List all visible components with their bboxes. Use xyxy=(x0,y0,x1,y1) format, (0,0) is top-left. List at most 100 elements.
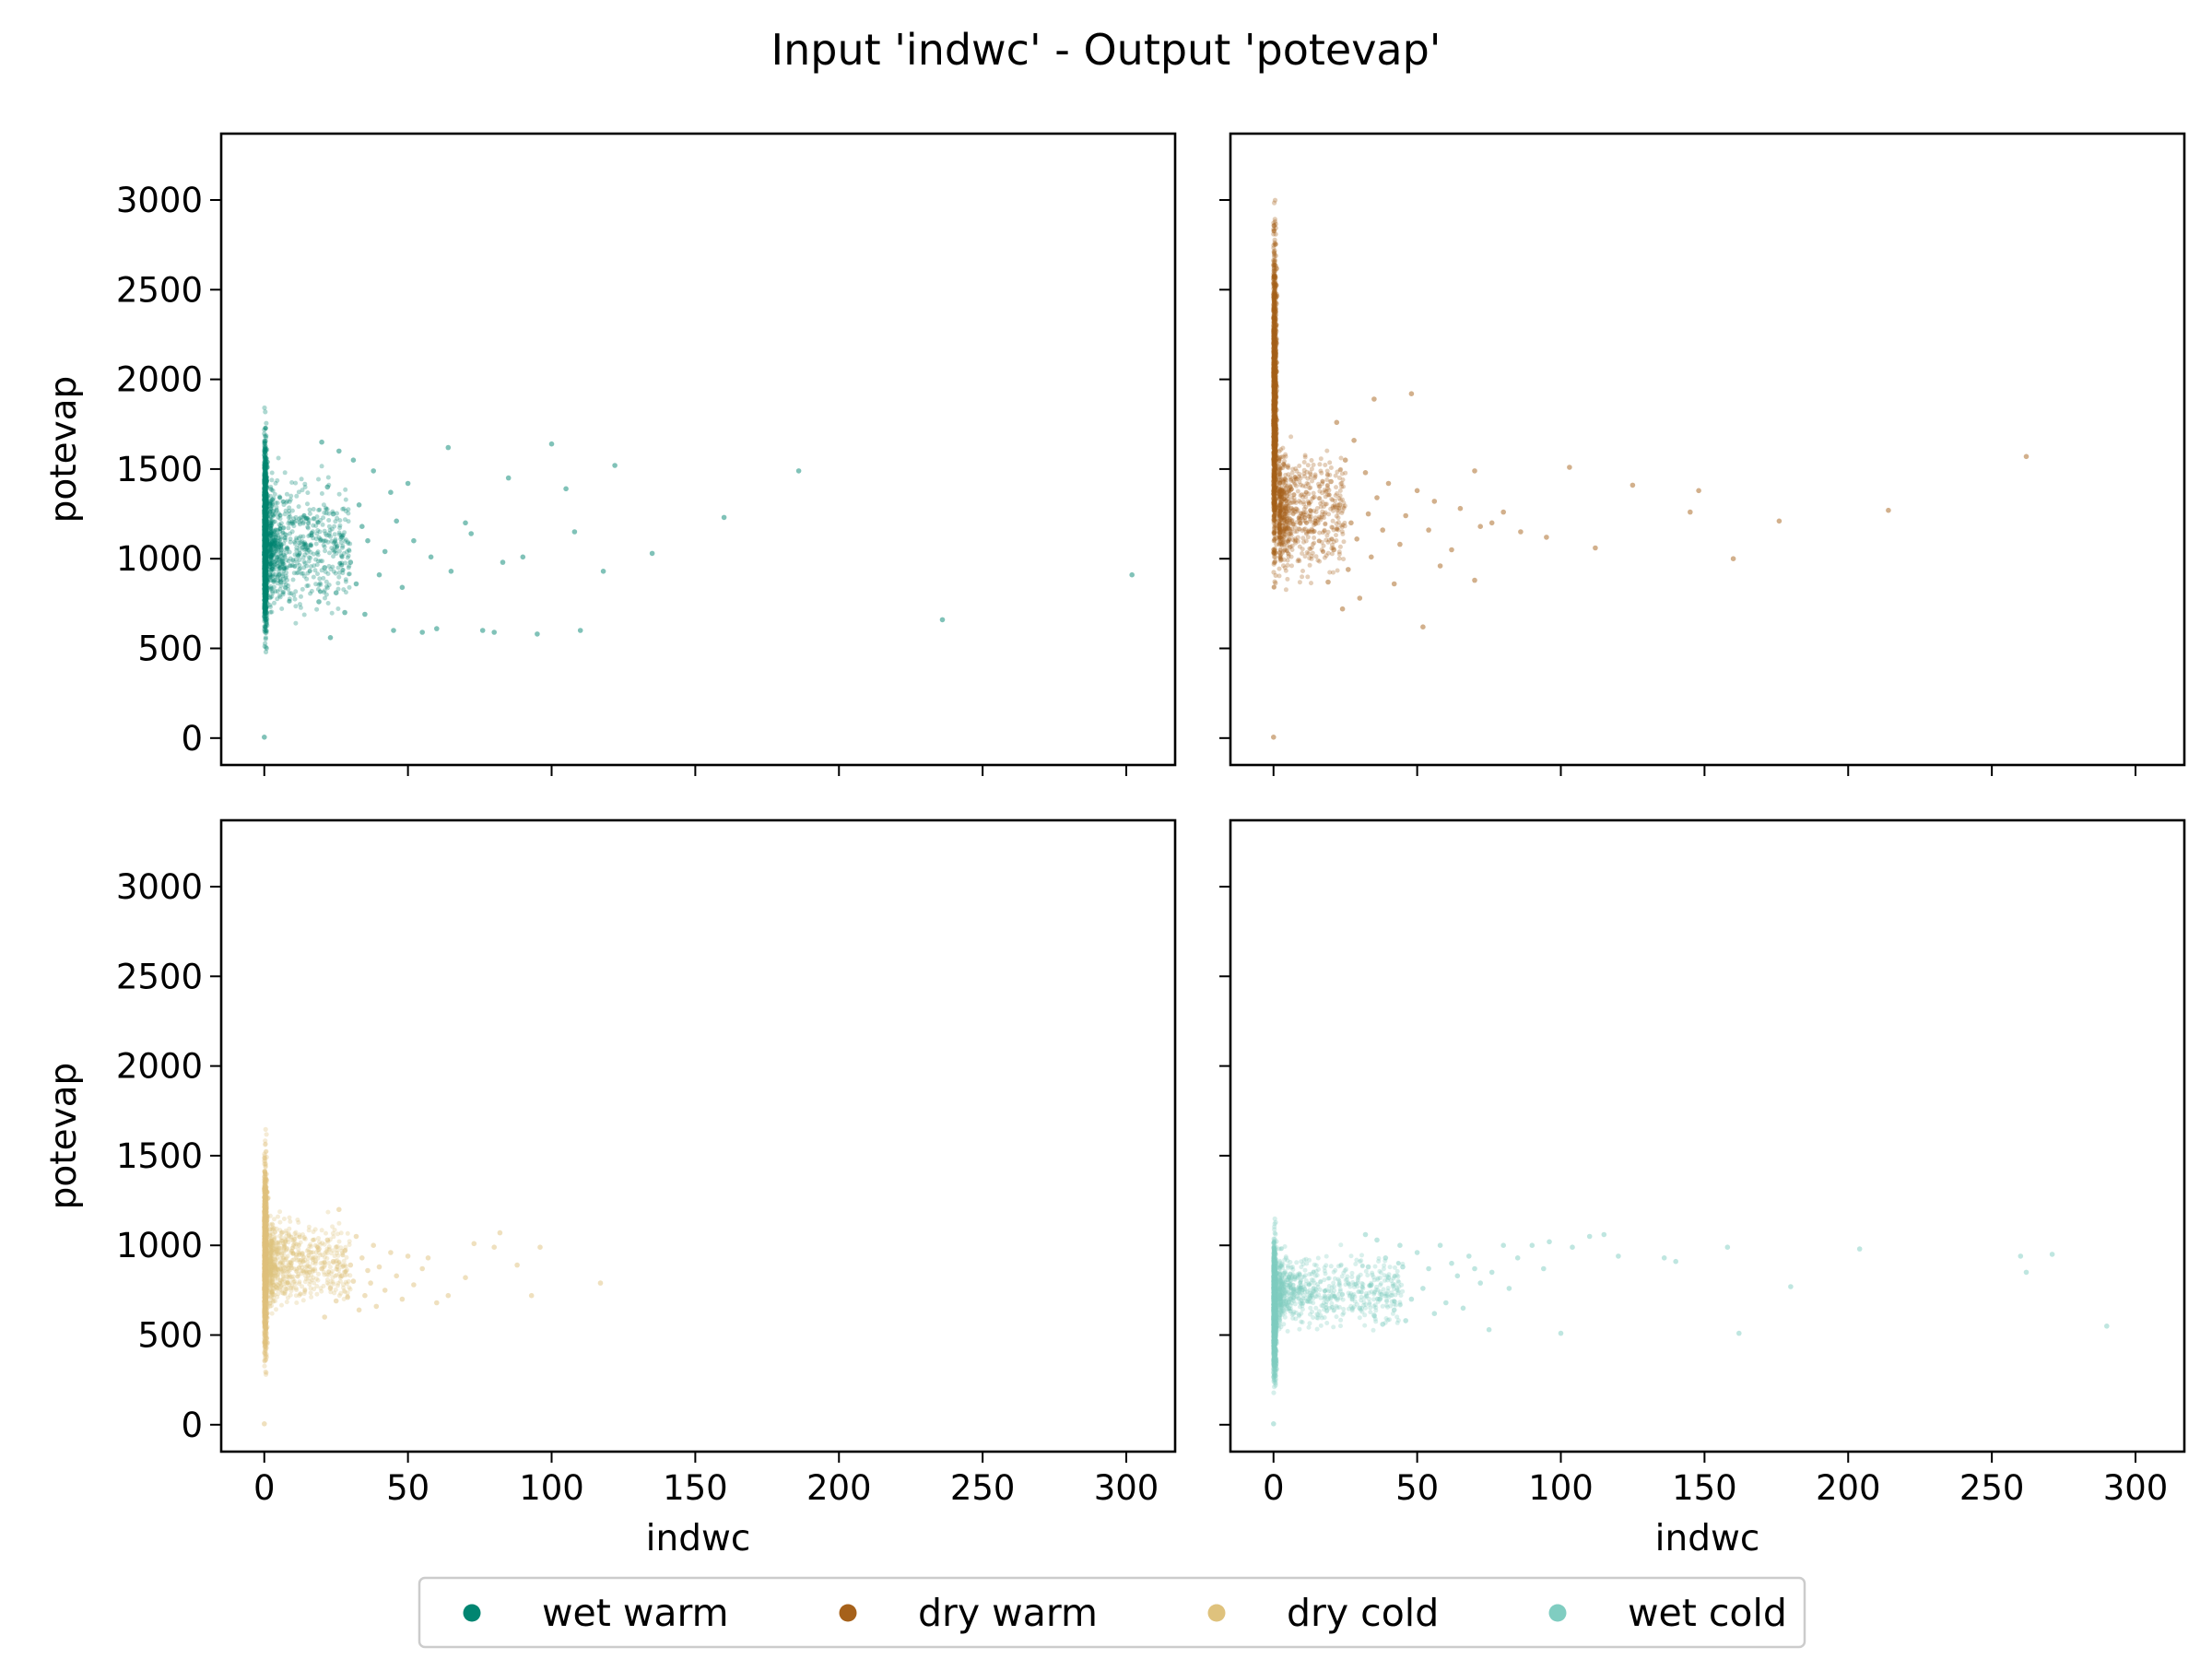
point xyxy=(268,560,274,566)
point xyxy=(1271,304,1277,310)
point xyxy=(284,558,289,563)
point xyxy=(1274,477,1279,483)
point xyxy=(1308,529,1313,535)
point xyxy=(1272,448,1277,453)
point xyxy=(1271,449,1277,454)
point xyxy=(1271,328,1277,334)
point xyxy=(1272,468,1277,474)
point xyxy=(262,615,267,621)
point xyxy=(1308,547,1313,552)
point xyxy=(262,1290,267,1296)
point xyxy=(1335,520,1341,525)
point xyxy=(262,1182,267,1188)
point xyxy=(1273,394,1278,399)
point xyxy=(262,1221,267,1227)
point xyxy=(265,539,270,545)
point xyxy=(283,508,288,513)
point xyxy=(303,516,309,521)
point xyxy=(263,447,268,453)
point xyxy=(1272,406,1277,412)
point xyxy=(1271,442,1277,448)
point xyxy=(262,582,267,588)
point xyxy=(1272,429,1278,435)
point xyxy=(264,456,269,462)
point xyxy=(263,573,269,579)
point xyxy=(263,505,268,512)
point xyxy=(1273,313,1278,319)
point xyxy=(263,472,268,477)
point xyxy=(323,569,328,574)
point xyxy=(1273,392,1278,397)
point xyxy=(1288,487,1294,492)
point xyxy=(1272,390,1277,396)
point xyxy=(330,511,336,517)
point xyxy=(264,533,269,538)
point xyxy=(1272,455,1277,461)
point xyxy=(298,566,303,571)
point xyxy=(297,551,302,557)
point xyxy=(262,433,268,439)
point xyxy=(263,1258,268,1264)
point xyxy=(263,474,268,479)
point xyxy=(263,623,268,629)
point xyxy=(1274,429,1279,435)
point xyxy=(263,522,268,527)
point xyxy=(286,521,291,526)
point xyxy=(262,547,267,553)
point xyxy=(263,511,268,516)
point xyxy=(1309,509,1314,514)
point xyxy=(263,1126,268,1132)
point xyxy=(276,537,282,543)
point xyxy=(264,485,269,490)
point xyxy=(1271,442,1277,448)
point xyxy=(263,502,268,509)
point xyxy=(1272,392,1278,398)
point xyxy=(305,520,311,525)
point xyxy=(1272,509,1277,514)
point xyxy=(1283,511,1288,516)
point xyxy=(1272,466,1277,473)
point xyxy=(1273,370,1278,375)
point xyxy=(1272,240,1277,245)
point xyxy=(264,1214,269,1220)
point xyxy=(263,539,268,545)
point xyxy=(1271,329,1277,335)
point xyxy=(314,606,320,612)
point xyxy=(1271,448,1277,453)
point xyxy=(1300,551,1305,556)
point xyxy=(1277,503,1283,509)
point xyxy=(1272,384,1277,390)
point xyxy=(264,532,270,537)
point xyxy=(1272,466,1277,472)
point xyxy=(1273,350,1278,356)
point xyxy=(1272,353,1277,359)
point xyxy=(263,1310,268,1315)
point xyxy=(263,1241,268,1246)
point xyxy=(268,543,274,548)
point xyxy=(263,552,268,558)
point xyxy=(1271,412,1277,418)
point xyxy=(263,560,268,566)
point xyxy=(262,586,267,592)
point xyxy=(262,542,267,547)
point xyxy=(1285,525,1290,531)
point xyxy=(1272,361,1277,367)
point xyxy=(263,516,268,522)
point xyxy=(297,540,302,546)
point xyxy=(264,1278,269,1285)
point xyxy=(1272,536,1277,542)
point xyxy=(1281,488,1287,493)
point xyxy=(1273,282,1278,288)
point xyxy=(1271,327,1277,333)
point xyxy=(262,581,267,586)
point xyxy=(1273,292,1278,298)
point xyxy=(263,425,268,430)
point xyxy=(264,585,269,591)
point xyxy=(324,484,331,490)
point xyxy=(1292,475,1298,480)
point xyxy=(1271,550,1277,556)
point xyxy=(1287,515,1292,521)
point xyxy=(263,1207,268,1213)
point xyxy=(1272,477,1277,482)
point xyxy=(1403,512,1408,519)
